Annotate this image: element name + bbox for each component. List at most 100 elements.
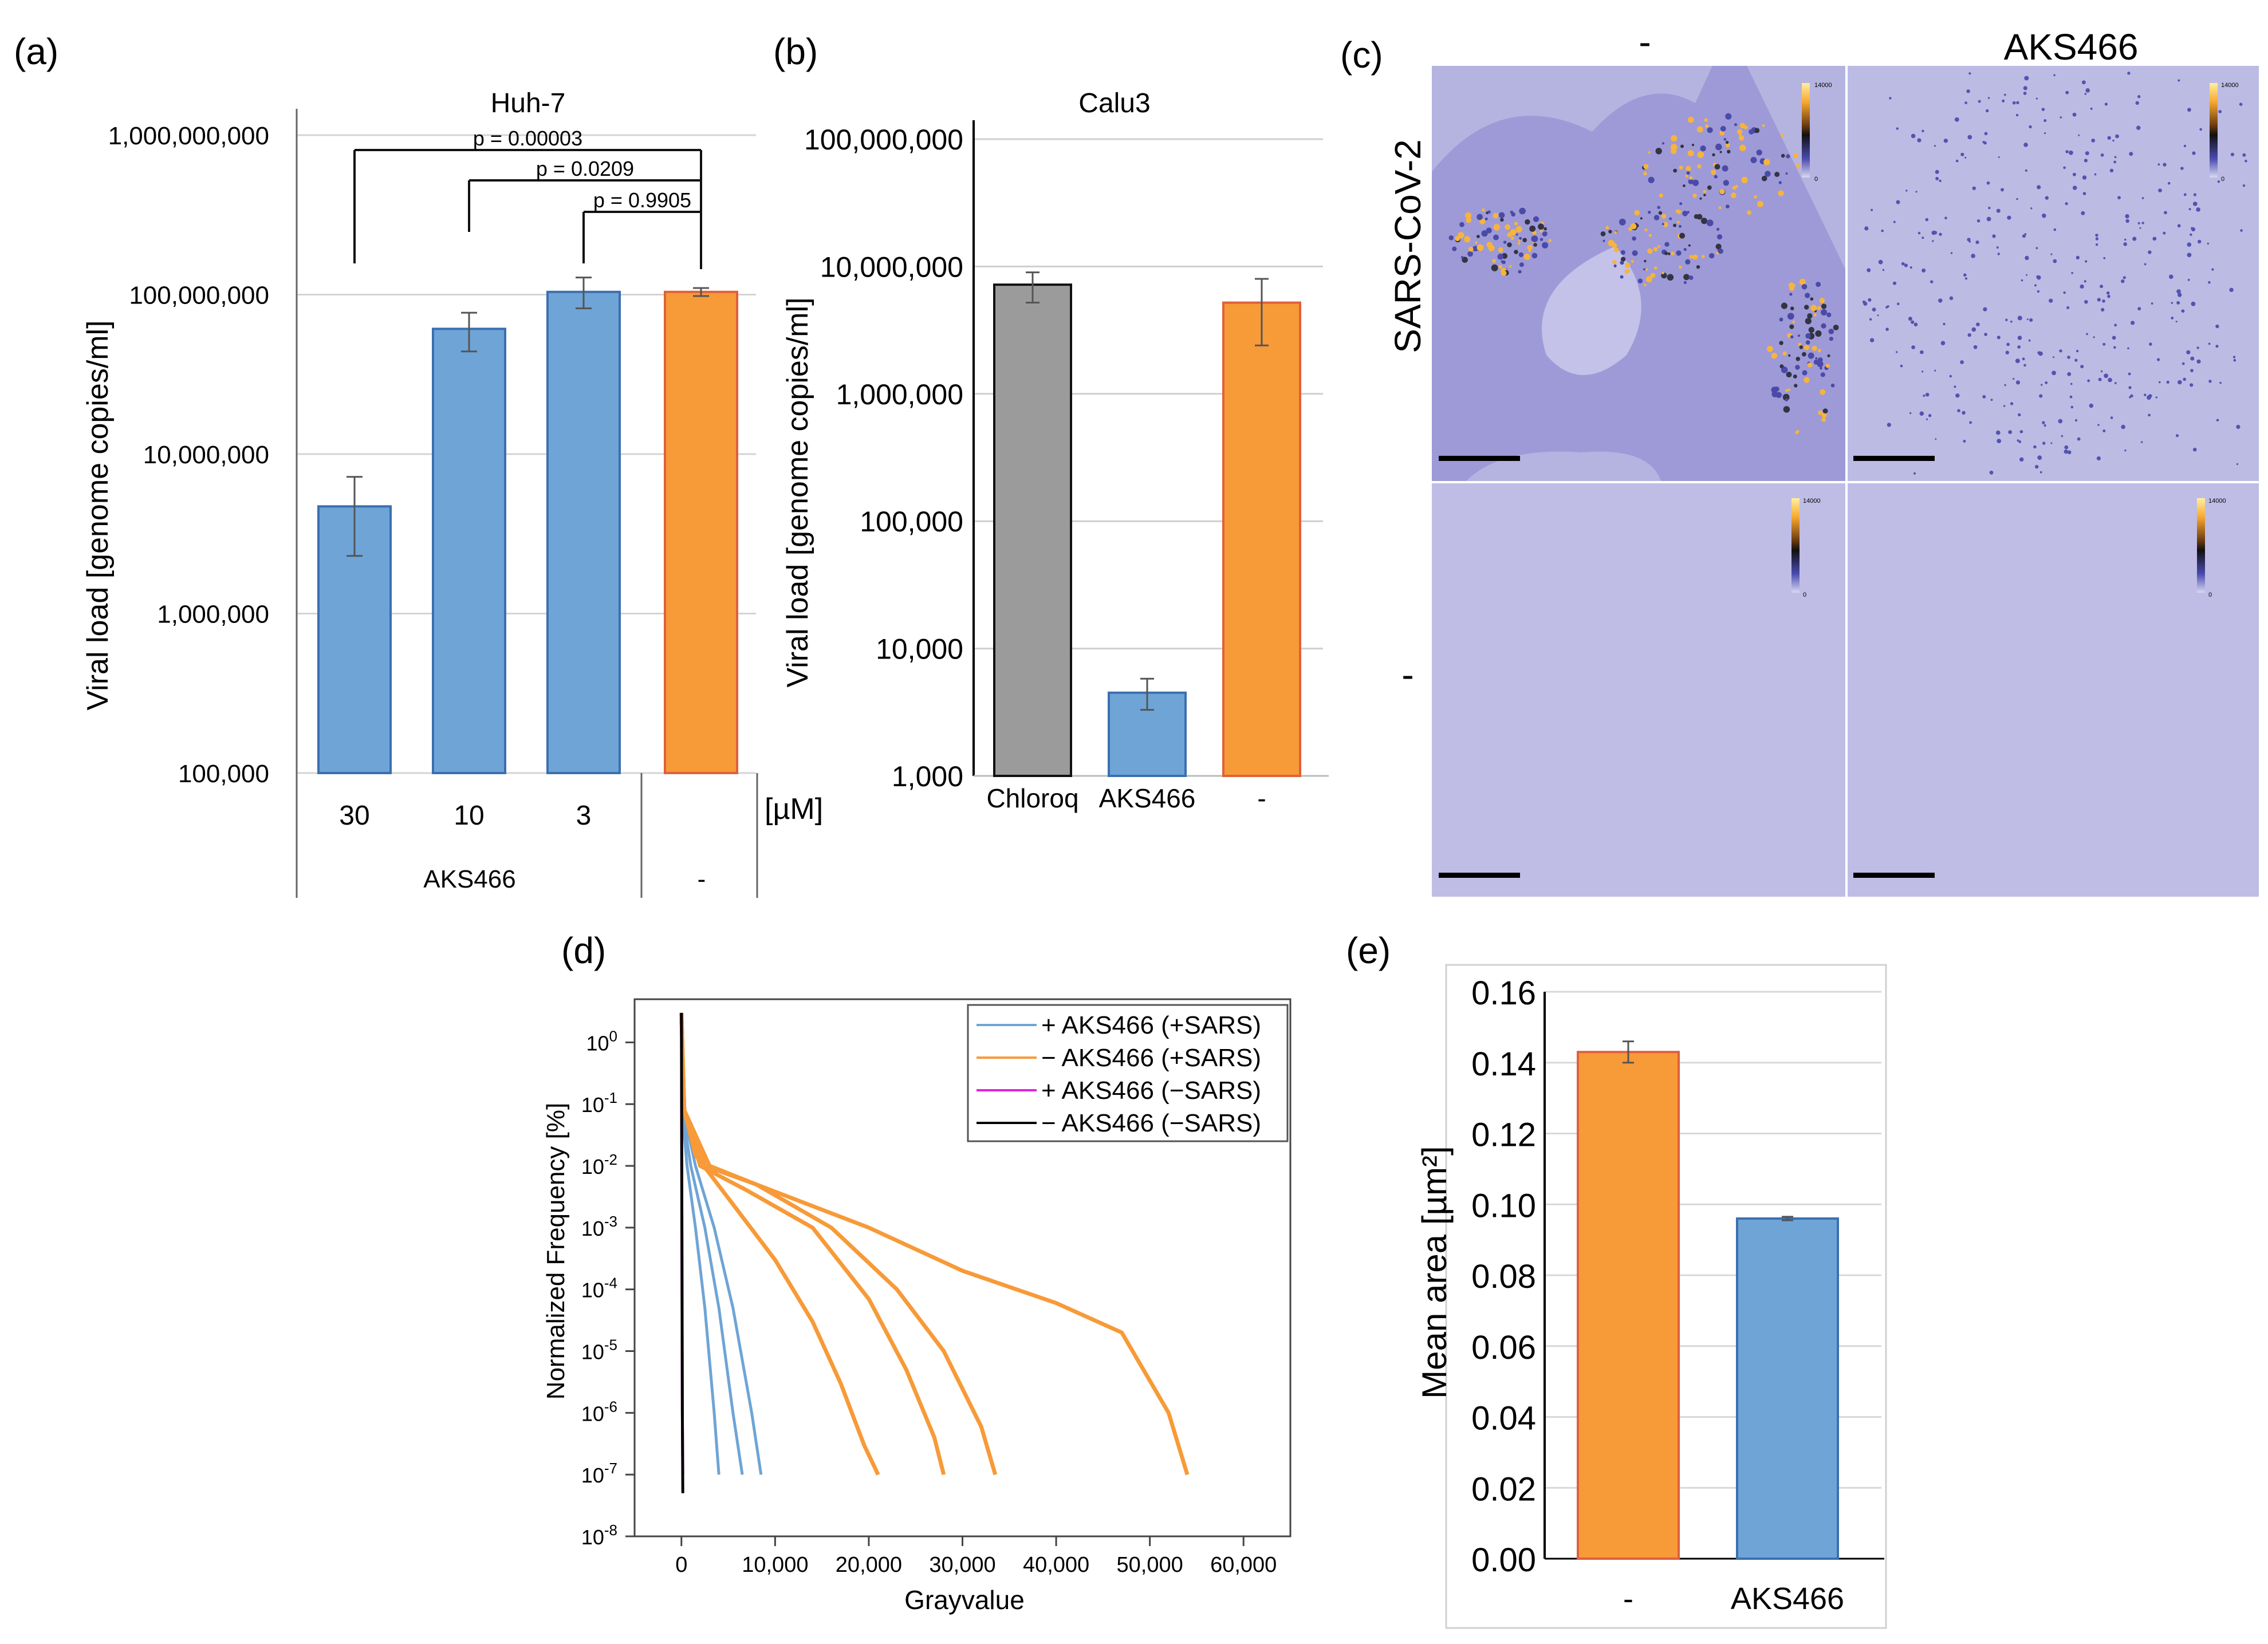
panel-a-ytick-label: 100,000	[178, 760, 269, 788]
virus-particle	[1802, 370, 1808, 376]
virus-particle	[2183, 377, 2186, 381]
virus-particle	[2082, 175, 2087, 180]
virus-particle	[2176, 301, 2180, 305]
virus-particle	[2064, 445, 2069, 450]
virus-particle	[1699, 197, 1702, 200]
virus-particle	[1955, 393, 1960, 398]
panel-b-ytick-label: 100,000,000	[804, 124, 963, 156]
virus-particle	[2015, 113, 2019, 117]
virus-particle	[1833, 325, 1839, 330]
virus-particle	[1867, 268, 1871, 273]
virus-particle	[1643, 164, 1649, 169]
virus-particle	[1680, 144, 1684, 148]
colorbar-min-label: 0	[1814, 176, 1818, 183]
panel-a-category-label: 3	[576, 801, 592, 831]
virus-particle	[2139, 227, 2141, 229]
virus-particle	[2207, 242, 2209, 245]
virus-particle	[1986, 216, 1991, 222]
virus-particle	[1786, 372, 1792, 378]
virus-particle	[1828, 329, 1834, 334]
virus-particle	[2035, 247, 2038, 250]
panel-d-xtick-label: 50,000	[1117, 1553, 1183, 1577]
virus-particle	[1901, 262, 1905, 266]
virus-particle	[1783, 406, 1790, 413]
virus-particle	[1971, 327, 1976, 332]
virus-particle	[1754, 195, 1757, 199]
virus-particle	[1905, 190, 1908, 192]
virus-particle	[2061, 435, 2064, 437]
virus-particle	[2002, 99, 2005, 102]
virus-particle	[1997, 439, 2002, 443]
virus-particle	[2076, 255, 2080, 260]
panel-a-bar	[546, 290, 621, 774]
virus-particle	[1996, 208, 2001, 213]
virus-particle	[1830, 383, 1835, 388]
virus-particle	[2191, 301, 2196, 306]
virus-particle	[1925, 218, 1929, 222]
virus-particle	[1741, 176, 1748, 183]
virus-particle	[2017, 336, 2022, 340]
virus-particle	[1714, 164, 1720, 169]
virus-particle	[2018, 413, 2021, 417]
virus-particle	[1810, 297, 1814, 301]
virus-particle	[1644, 259, 1647, 263]
panel-c-image-sars-control: 14000 0	[1432, 66, 1845, 481]
virus-particle	[2037, 351, 2041, 354]
virus-particle	[2121, 279, 2125, 283]
virus-particle	[2004, 384, 2006, 387]
virus-particle	[1624, 269, 1629, 274]
virus-particle	[2029, 125, 2032, 129]
virus-particle	[1723, 180, 1729, 186]
virus-particle	[2036, 275, 2040, 279]
virus-particle	[1889, 97, 1892, 100]
colorbar-min-label: 0	[2221, 176, 2224, 183]
virus-particle	[1661, 223, 1664, 226]
virus-particle	[2084, 93, 2087, 95]
virus-particle	[1793, 153, 1798, 159]
virus-particle	[2071, 271, 2073, 274]
virus-particle	[1687, 150, 1694, 156]
virus-particle	[1827, 354, 1830, 357]
virus-particle	[2017, 346, 2020, 349]
virus-particle	[1992, 234, 1996, 238]
virus-particle	[1714, 175, 1718, 179]
virus-particle	[1968, 72, 1971, 75]
virus-particle	[1492, 259, 1496, 263]
virus-particle	[1696, 126, 1703, 133]
virus-particle	[2021, 279, 2023, 282]
virus-particle	[1820, 372, 1825, 377]
virus-particle	[1493, 224, 1501, 231]
virus-particle	[1676, 210, 1682, 214]
virus-particle	[2033, 445, 2037, 449]
panel-d-ylabel: Normalized Frequency [%]	[542, 1103, 570, 1399]
virus-particle	[2023, 92, 2027, 95]
virus-particle	[1514, 250, 1518, 254]
virus-particle	[1920, 350, 1924, 354]
virus-particle	[1533, 216, 1539, 222]
virus-particle	[1922, 129, 1924, 132]
virus-particle	[2140, 441, 2143, 443]
virus-particle	[1533, 243, 1537, 247]
virus-particle	[1703, 190, 1707, 194]
virus-particle	[1605, 226, 1609, 230]
panel-d-legend-label: − AKS466 (+SARS)	[1041, 1044, 1261, 1072]
virus-particle	[2010, 402, 2014, 405]
virus-particle	[1620, 257, 1626, 262]
virus-particle	[2125, 219, 2129, 223]
virus-particle	[2157, 358, 2160, 361]
virus-particle	[1922, 370, 1924, 373]
virus-particle	[1781, 153, 1785, 158]
virus-particle	[1645, 268, 1648, 271]
virus-particle	[1917, 138, 1922, 143]
panel-e-bars: - AKS466	[1577, 1040, 1844, 1616]
virus-particle	[2023, 86, 2027, 90]
panel-a-category-label: 30	[339, 801, 369, 831]
virus-particle	[1967, 238, 1971, 242]
panel-b-ytick-label: 100,000	[860, 506, 963, 538]
panel-b-yticks: 1,000 10,000 100,000 1,000,000 10,000,000 100…	[804, 124, 963, 793]
virus-particle	[2113, 160, 2117, 164]
virus-particle	[2074, 419, 2078, 422]
virus-particle	[1960, 152, 1964, 156]
virus-particle	[1479, 218, 1486, 224]
